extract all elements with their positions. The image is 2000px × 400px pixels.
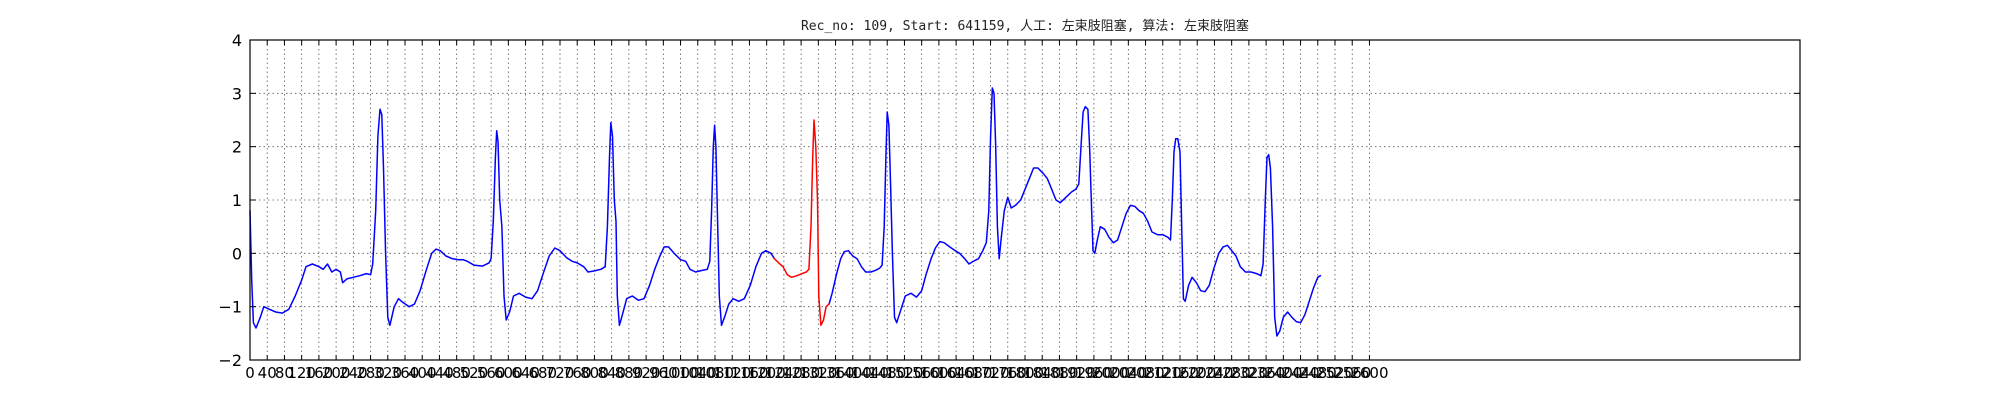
series-group <box>249 87 1322 337</box>
x-tick-label: 2240 <box>1195 364 1233 382</box>
chart-title: Rec_no: 109, Start: 641159, 人工: 左束肢阻塞, 算… <box>801 18 1249 34</box>
series-1-segment-0 <box>773 119 830 327</box>
x-tick-label: 2480 <box>1299 364 1337 382</box>
x-tick-label: 2440 <box>1281 364 1319 382</box>
x-tick-label: 1480 <box>868 364 906 382</box>
x-tick-label: 480 <box>442 364 471 382</box>
y-tick-label: 1 <box>232 191 242 210</box>
x-tick-label: 680 <box>528 364 557 382</box>
x-tick-label: 2280 <box>1213 364 1251 382</box>
y-tick-label: −2 <box>218 351 242 370</box>
x-axis: 0 408012016020024028032036040044048052056… <box>245 40 1389 382</box>
x-tick-label: 1320 <box>799 364 837 382</box>
x-tick-label: 2120 <box>1144 364 1182 382</box>
x-tick-label: 320 <box>373 364 402 382</box>
x-tick-label: 2400 <box>1264 364 1302 382</box>
x-tick-label: 1720 <box>971 364 1009 382</box>
x-tick-label: 600 <box>494 364 523 382</box>
x-tick-label: 1880 <box>1040 364 1078 382</box>
x-tick-label: 920 <box>632 364 661 382</box>
x-tick-label: 1680 <box>954 364 992 382</box>
x-tick-label: 240 <box>339 364 368 382</box>
x-tick-label: 2000 <box>1092 364 1130 382</box>
x-tick-label: 1920 <box>1058 364 1096 382</box>
x-tick-label: 1840 <box>1023 364 1061 382</box>
y-tick-label: −1 <box>218 298 242 317</box>
x-tick-label: 40 <box>258 364 277 382</box>
x-tick-label: 2600 <box>1350 364 1388 382</box>
x-tick-label: 1120 <box>713 364 751 382</box>
x-tick-label: 1560 <box>903 364 941 382</box>
series-0-segment-0 <box>249 108 776 329</box>
x-tick-label: 1760 <box>989 364 1027 382</box>
x-tick-label: 1080 <box>696 364 734 382</box>
x-tick-label: 1280 <box>782 364 820 382</box>
x-tick-label: 2360 <box>1247 364 1285 382</box>
x-tick-label: 2160 <box>1161 364 1199 382</box>
x-tick-label: 440 <box>425 364 454 382</box>
x-tick-label: 2560 <box>1333 364 1371 382</box>
x-tick-label: 2520 <box>1316 364 1354 382</box>
y-tick-label: 2 <box>232 138 242 157</box>
x-tick-label: 880 <box>615 364 644 382</box>
x-tick-label: 80 <box>275 364 294 382</box>
x-tick-label: 280 <box>356 364 385 382</box>
x-tick-label: 2040 <box>1109 364 1147 382</box>
x-tick-label: 1160 <box>730 364 768 382</box>
x-tick-label: 360 <box>391 364 420 382</box>
y-tick-label: 3 <box>232 84 242 103</box>
x-tick-label: 560 <box>477 364 506 382</box>
x-tick-label: 640 <box>511 364 540 382</box>
x-tick-label: 1200 <box>748 364 786 382</box>
x-tick-label: 1800 <box>1006 364 1044 382</box>
x-tick-label: 960 <box>649 364 678 382</box>
x-tick-label: 200 <box>322 364 351 382</box>
x-tick-label: 1240 <box>765 364 803 382</box>
series-0-segment-1 <box>828 87 1322 337</box>
x-tick-label: 400 <box>408 364 437 382</box>
x-tick-label: 1440 <box>851 364 889 382</box>
x-tick-label: 1520 <box>885 364 923 382</box>
x-tick-label: 1000 <box>661 364 699 382</box>
x-tick-label: 840 <box>597 364 626 382</box>
x-tick-label: 120 <box>287 364 316 382</box>
x-tick-label: 760 <box>563 364 592 382</box>
x-tick-label: 800 <box>580 364 609 382</box>
x-tick-label: 2080 <box>1126 364 1164 382</box>
grid <box>249 39 1800 361</box>
x-tick-label: 1640 <box>937 364 975 382</box>
x-tick-label: 720 <box>546 364 575 382</box>
x-tick-label: 1040 <box>679 364 717 382</box>
x-tick-label: 1360 <box>816 364 854 382</box>
x-tick-label: 1600 <box>920 364 958 382</box>
x-tick-label: 1400 <box>834 364 872 382</box>
x-tick-label: 2200 <box>1178 364 1216 382</box>
x-tick-label: 0 <box>245 364 255 382</box>
x-tick-label: 520 <box>460 364 489 382</box>
y-axis: −2 −1 0 1 2 3 4 <box>218 31 1800 370</box>
x-tick-label: 2320 <box>1230 364 1268 382</box>
x-tick-label: 160 <box>305 364 334 382</box>
x-tick-label: 1960 <box>1075 364 1113 382</box>
y-tick-label: 4 <box>232 31 242 50</box>
y-tick-label: 0 <box>232 244 242 263</box>
